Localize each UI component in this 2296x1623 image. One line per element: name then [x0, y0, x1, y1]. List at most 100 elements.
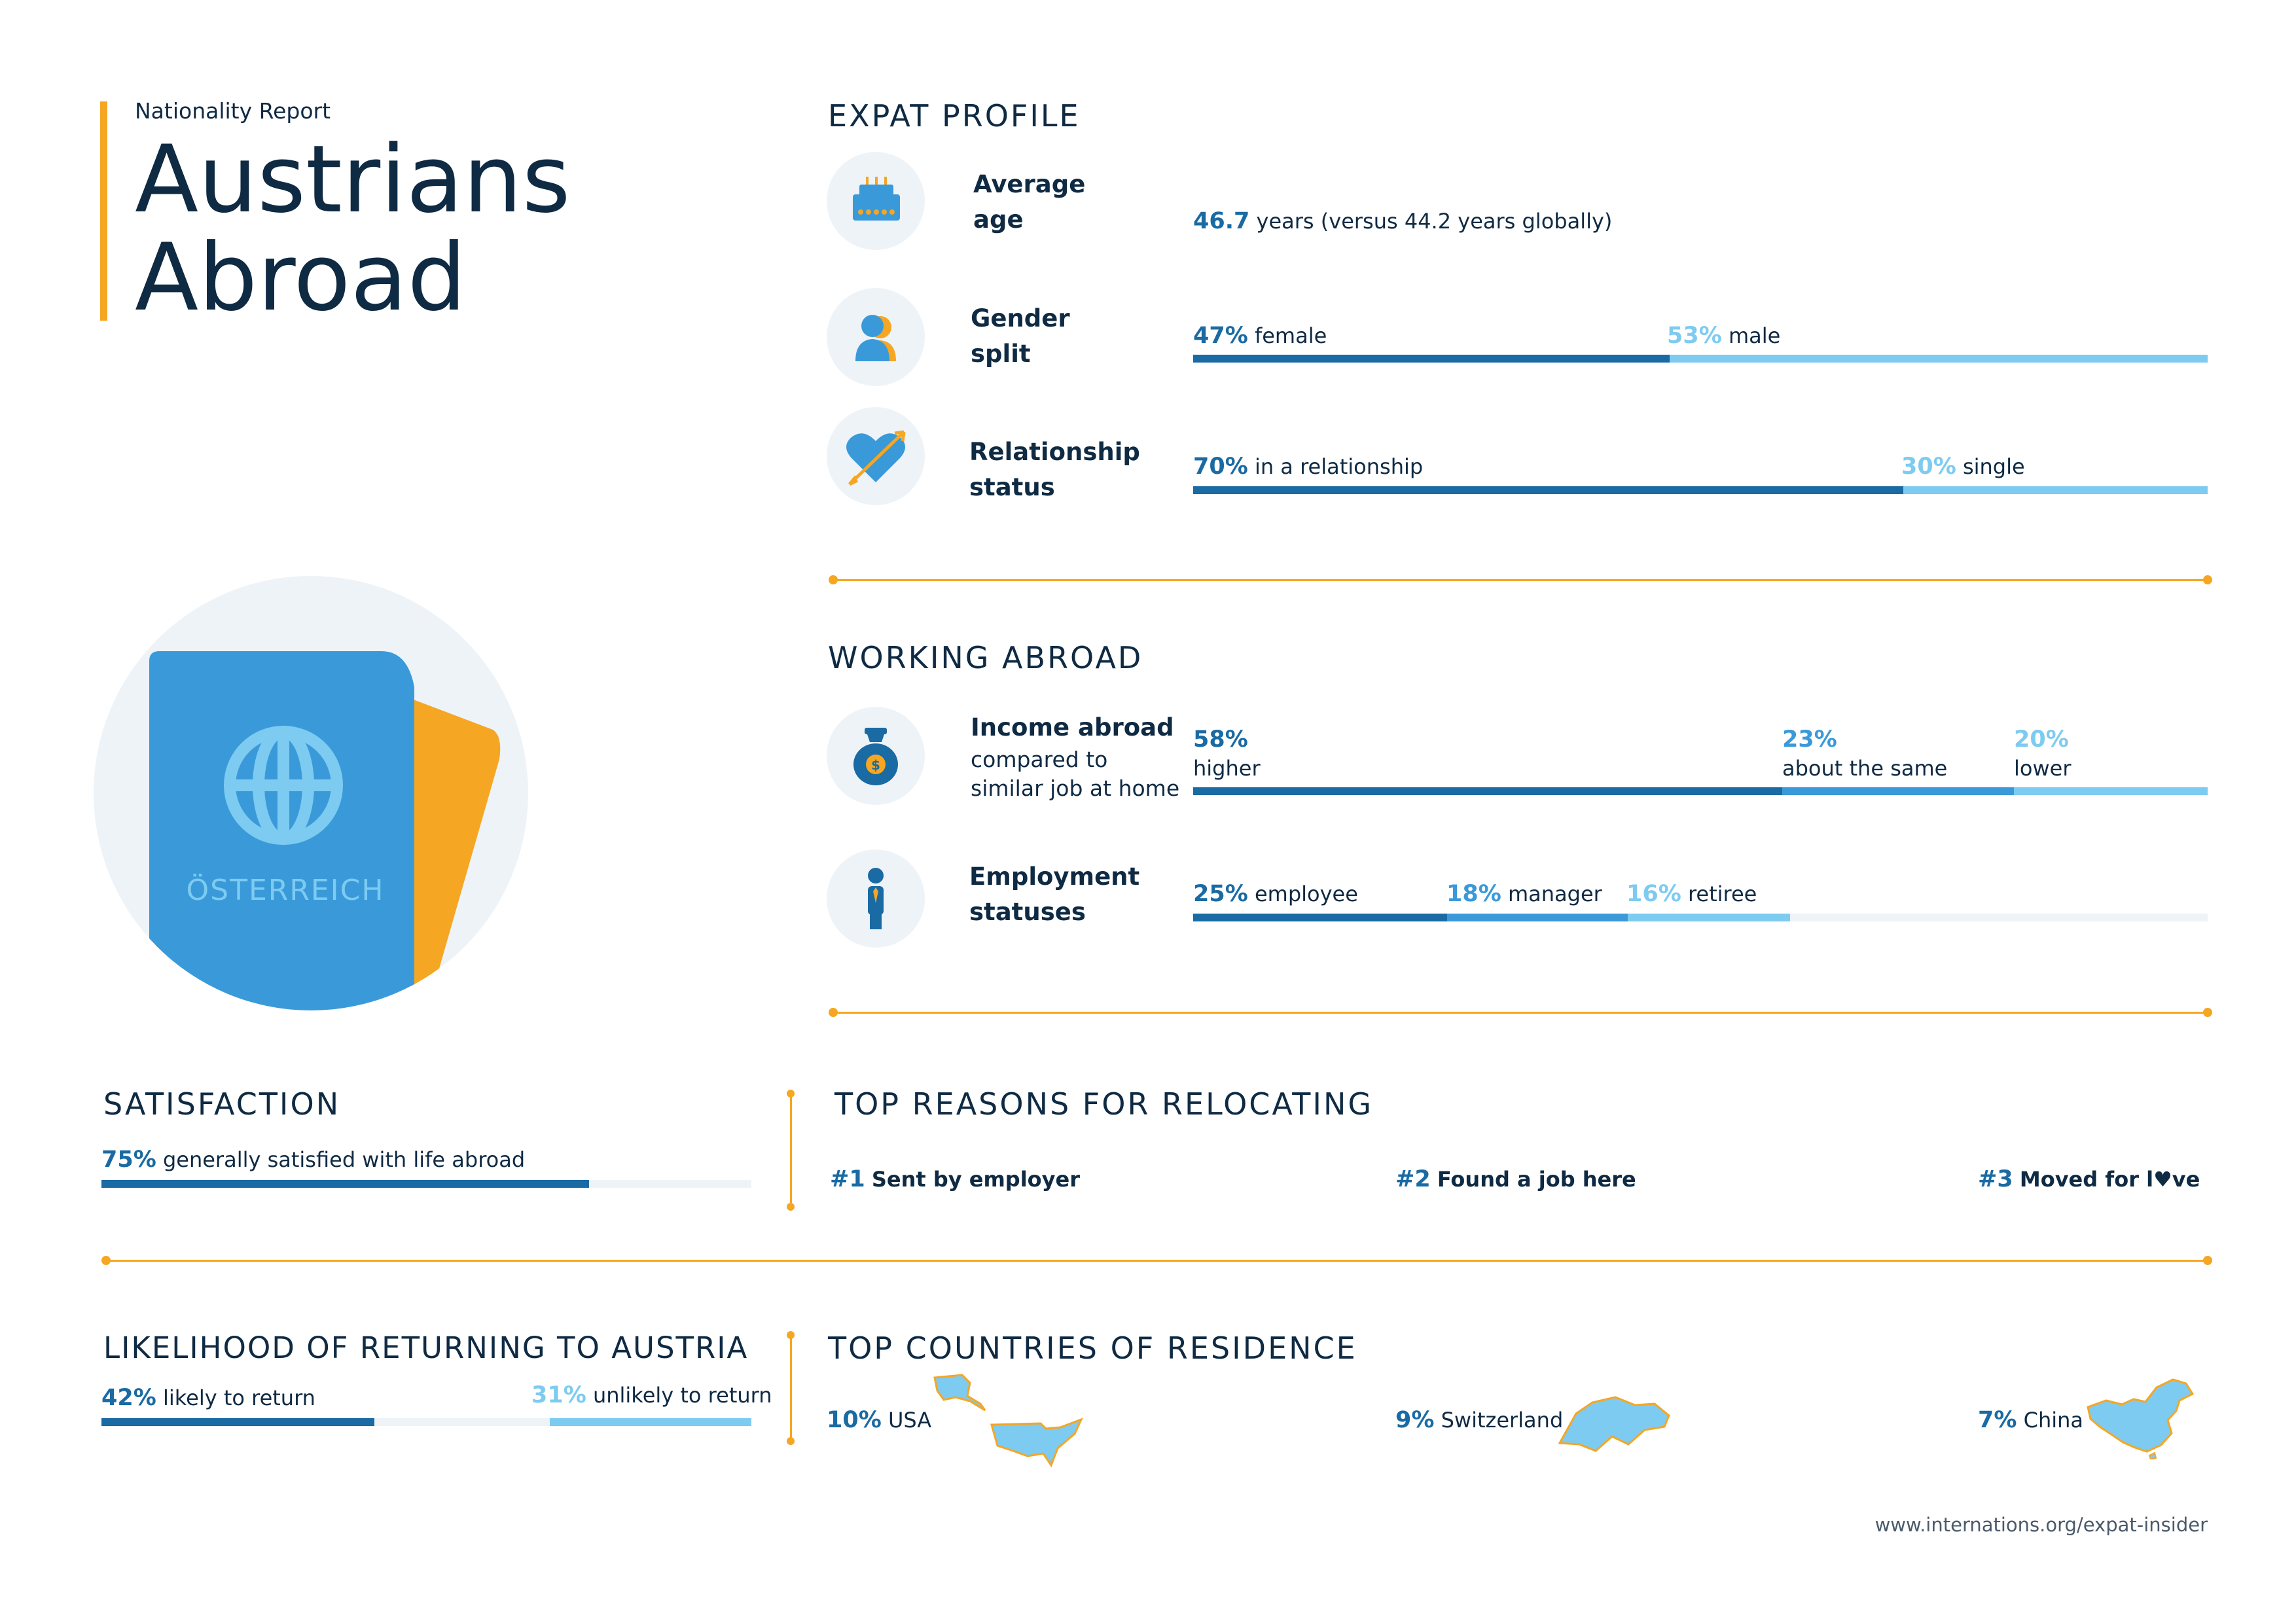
title-accent-bar	[100, 101, 107, 321]
reasons-title: TOP REASONS FOR RELOCATING	[834, 1086, 1374, 1122]
employment-icon-circle	[827, 849, 925, 948]
gender-female-legend: 47% female	[1193, 323, 1327, 349]
age-text: years (versus 44.2 years globally)	[1256, 209, 1613, 234]
country-item: 10% USA	[827, 1407, 931, 1433]
svg-text:$: $	[871, 757, 880, 773]
divider-dot	[2203, 575, 2212, 584]
income-icon-circle: $	[827, 707, 925, 805]
unlikely-pct: 31%	[531, 1382, 586, 1408]
employee-pct: 25%	[1193, 881, 1248, 907]
income-bar-lower	[2014, 787, 2208, 795]
retiree-text: retiree	[1687, 882, 1757, 906]
working-abroad-title: WORKING ABROAD	[828, 640, 1143, 675]
income-bar-same	[1782, 787, 2014, 795]
businessman-icon	[868, 868, 884, 929]
gender-icon-circle	[827, 288, 925, 386]
relationship-pct: 70%	[1193, 454, 1248, 480]
male-text: male	[1728, 323, 1781, 348]
satisfaction-legend: 75% generally satisfied with life abroad	[101, 1147, 525, 1173]
income-same-text: about the same	[1782, 756, 1948, 781]
heart-icon	[846, 430, 906, 486]
single-legend: 30% single	[1901, 454, 2025, 480]
employee-text: employee	[1254, 882, 1358, 906]
money-bag-icon: $	[853, 728, 898, 785]
income-higher-pct: 58%	[1193, 726, 1248, 753]
gender-label-line1: Gender	[971, 304, 1070, 332]
relationship-label-line1: Relationship	[969, 438, 1140, 466]
employment-label-line1: Employment	[969, 863, 1140, 891]
switzerland-map-icon	[1558, 1396, 1670, 1452]
income-same-legend: 23% about the same	[1782, 725, 1947, 783]
retiree-legend: 16% retiree	[1626, 881, 1757, 907]
divider-dot	[787, 1090, 795, 1097]
gender-bar-female	[1193, 355, 1670, 363]
reason-text: Sent by employer	[871, 1167, 1080, 1192]
likely-text: likely to return	[162, 1385, 315, 1410]
income-higher-text: higher	[1193, 756, 1261, 781]
report-kicker: Nationality Report	[135, 98, 331, 124]
employment-label-line2: statuses	[969, 898, 1086, 926]
manager-pct: 18%	[1446, 881, 1501, 907]
returning-title: LIKELIHOOD OF RETURNING TO AUSTRIA	[103, 1330, 749, 1365]
age-icon-circle	[827, 152, 925, 250]
likely-legend: 42% likely to return	[101, 1385, 315, 1411]
reason-text-a: Moved for l	[2019, 1167, 2154, 1192]
relationship-text: in a relationship	[1254, 454, 1424, 479]
returning-bar-likely	[101, 1418, 374, 1426]
divider-dot	[787, 1437, 795, 1445]
section-divider	[833, 1012, 2207, 1014]
income-higher-legend: 58% higher	[1193, 725, 1261, 783]
satisfaction-pct: 75%	[101, 1147, 156, 1173]
globe-icon	[224, 726, 343, 845]
satisfaction-title: SATISFACTION	[103, 1086, 341, 1122]
income-lower-pct: 20%	[2014, 726, 2069, 753]
relationship-icon-circle	[827, 407, 925, 505]
divider-dot	[101, 1256, 111, 1265]
female-pct: 47%	[1193, 323, 1248, 349]
footer-url[interactable]: www.internations.org/expat-insider	[1874, 1514, 2208, 1536]
section-divider	[833, 579, 2207, 581]
person-icon	[855, 315, 896, 361]
employment-bar-manager	[1447, 914, 1628, 921]
reason-rank: #2	[1395, 1166, 1431, 1192]
cake-icon	[853, 177, 900, 221]
reason-rank: #1	[830, 1166, 865, 1192]
employment-bar-employee	[1193, 914, 1447, 921]
age-label-line2: age	[973, 205, 1024, 234]
single-text: single	[1962, 454, 2025, 479]
employee-legend: 25% employee	[1193, 881, 1358, 907]
likely-pct: 42%	[101, 1385, 156, 1411]
employment-bar-retiree	[1628, 914, 1790, 921]
relationship-bar-fill	[1193, 486, 1903, 494]
female-text: female	[1254, 323, 1327, 348]
china-map-icon	[2087, 1378, 2195, 1459]
reason-item: #1 Sent by employer	[830, 1166, 1080, 1192]
male-pct: 53%	[1667, 323, 1722, 349]
satisfaction-text: generally satisfied with life abroad	[162, 1147, 526, 1172]
age-label-line1: Average	[973, 170, 1086, 198]
income-bar-higher	[1193, 787, 1782, 795]
reason-item: #2 Found a job here	[1395, 1166, 1636, 1192]
country-name: Switzerland	[1441, 1408, 1564, 1433]
unlikely-legend: 31% unlikely to return	[531, 1382, 772, 1408]
income-label: Income abroad compared to similar job at…	[971, 710, 1179, 803]
gender-label-line2: split	[971, 340, 1031, 368]
relationship-label: Relationship status	[969, 435, 1140, 505]
divider-dot	[829, 1008, 838, 1017]
retiree-pct: 16%	[1626, 881, 1681, 907]
heart-small-icon: ♥	[2153, 1167, 2172, 1192]
divider-dot	[2203, 1256, 2212, 1265]
age-value-line: 46.7 years (versus 44.2 years globally)	[1193, 208, 1612, 234]
page-title-line2: Abroad	[135, 224, 467, 332]
returning-bar-unlikely	[550, 1418, 751, 1426]
reason-rank: #3	[1978, 1166, 2013, 1192]
passport-country-text: ÖSTERREICH	[186, 874, 385, 907]
gender-label: Gender split	[971, 301, 1070, 372]
vertical-divider	[790, 1094, 792, 1205]
country-pct: 9%	[1395, 1407, 1435, 1433]
age-label: Average age	[973, 167, 1085, 238]
relationship-legend: 70% in a relationship	[1193, 454, 1423, 480]
income-same-pct: 23%	[1782, 726, 1837, 753]
unlikely-text: unlikely to return	[592, 1383, 772, 1408]
usa-map-icon	[933, 1374, 1083, 1468]
